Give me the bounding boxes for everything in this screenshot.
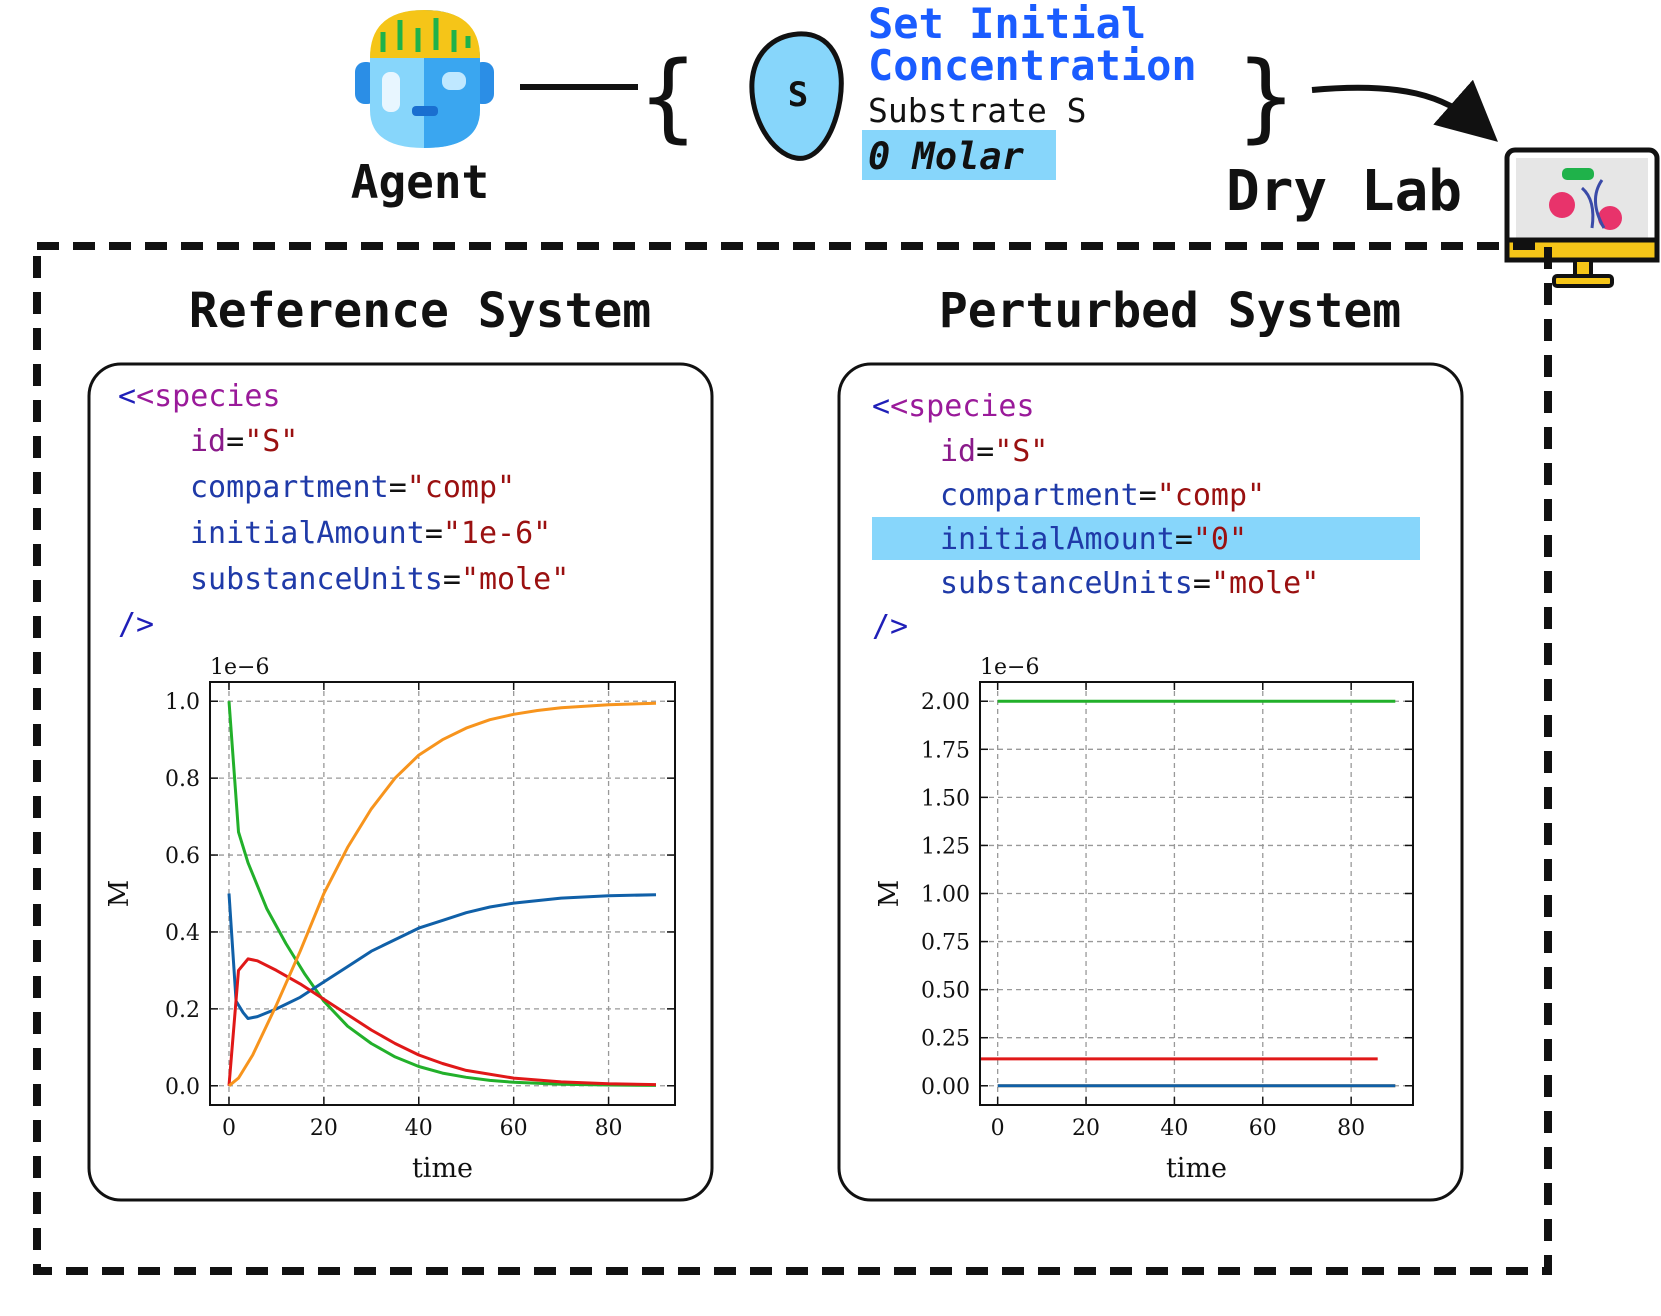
xml-open-tag: <<species bbox=[872, 389, 1035, 424]
xml-units-line: substanceUnits="mole" bbox=[190, 562, 569, 597]
xml-close-tag: /> bbox=[872, 609, 908, 644]
x-axis-label: time bbox=[412, 1153, 473, 1184]
xml-amount-line: initialAmount="1e-6" bbox=[190, 516, 551, 551]
y-tick-label: 1.0 bbox=[165, 690, 200, 715]
xml-close-tag: /> bbox=[118, 607, 154, 642]
reference-chart: 0 20 40 60 80 0.0 0.2 0.4 0.6 0.8 1.0 1e−6 time M bbox=[104, 655, 676, 1184]
perturbed-code-block: <<species id="S" compartment="comp" init… bbox=[872, 389, 1319, 644]
xml-compartment-line: compartment="comp" bbox=[190, 470, 515, 505]
x-tick-label: 40 bbox=[1160, 1116, 1188, 1141]
xml-attr-amount: initialAmount bbox=[190, 516, 425, 551]
xml-compartment-line: compartment="comp" bbox=[940, 478, 1265, 513]
xml-id-line: id="S" bbox=[190, 424, 298, 459]
series-line bbox=[227, 701, 657, 1087]
dry-lab-label: Dry Lab bbox=[1226, 159, 1462, 224]
xml-id-line: id="S" bbox=[940, 434, 1048, 469]
x-tick-label: 80 bbox=[595, 1116, 623, 1141]
y-tick-label: 1.75 bbox=[921, 738, 970, 763]
xml-value-amount: "0" bbox=[1193, 522, 1247, 557]
x-tick-label: 60 bbox=[1249, 1116, 1277, 1141]
y-tick-label: 0.8 bbox=[165, 767, 200, 792]
y-axis-label: M bbox=[874, 880, 905, 908]
offset-text: 1e−6 bbox=[210, 655, 269, 680]
xml-attr-units: substanceUnits bbox=[190, 562, 443, 597]
series-line bbox=[228, 701, 657, 1087]
y-tick-label: 0.00 bbox=[921, 1075, 970, 1100]
new-value: 0 Molar bbox=[868, 135, 1025, 178]
dry-lab-computer-icon bbox=[1504, 147, 1660, 288]
perturbed-system-title: Perturbed System bbox=[939, 283, 1401, 339]
agent-label: Agent bbox=[351, 155, 489, 209]
curved-arrow bbox=[1311, 79, 1498, 142]
y-tick-label: 1.00 bbox=[921, 883, 970, 908]
xml-attr-id: id bbox=[190, 424, 226, 459]
series-line bbox=[227, 957, 657, 1087]
changed-line-highlight bbox=[872, 517, 1420, 560]
action-title-line2: Concentration bbox=[868, 41, 1197, 90]
species-badge: S bbox=[788, 75, 808, 115]
xml-value-amount: "1e-6" bbox=[443, 516, 551, 551]
x-tick-label: 0 bbox=[991, 1116, 1005, 1141]
y-axis-label: M bbox=[104, 880, 135, 908]
xml-tag-name: <species bbox=[136, 379, 281, 414]
y-tick-label: 0.2 bbox=[165, 998, 200, 1023]
agent-robot-icon bbox=[355, 10, 494, 148]
open-brace: { bbox=[639, 41, 697, 153]
series-line bbox=[227, 893, 657, 1020]
xml-attr-units: substanceUnits bbox=[940, 566, 1193, 601]
y-tick-label: 1.50 bbox=[921, 786, 970, 811]
xml-value-id: "S" bbox=[994, 434, 1048, 469]
x-tick-label: 40 bbox=[405, 1116, 433, 1141]
x-tick-label: 80 bbox=[1337, 1116, 1365, 1141]
xml-tag-name: <species bbox=[890, 389, 1035, 424]
new-value-highlight bbox=[862, 130, 1056, 180]
xml-attr-id: id bbox=[940, 434, 976, 469]
xml-value-compartment: "comp" bbox=[1157, 478, 1265, 513]
y-tick-label: 2.00 bbox=[921, 690, 970, 715]
xml-amount-line: initialAmount="0" bbox=[940, 522, 1247, 557]
xml-attr-compartment: compartment bbox=[190, 470, 389, 505]
perturbed-chart: 0 20 40 60 80 0.00 0.25 0.50 0.75 1.00 1.25 1.50 1.7… bbox=[874, 655, 1414, 1184]
y-tick-label: 0.25 bbox=[921, 1027, 970, 1052]
xml-value-id: "S" bbox=[244, 424, 298, 459]
reference-panel bbox=[87, 362, 714, 1202]
systems-container bbox=[33, 242, 1552, 1275]
xml-value-units: "mole" bbox=[461, 562, 569, 597]
x-tick-label: 60 bbox=[500, 1116, 528, 1141]
y-tick-label: 0.6 bbox=[165, 844, 200, 869]
x-axis-label: time bbox=[1166, 1153, 1227, 1184]
x-tick-label: 0 bbox=[222, 1116, 236, 1141]
x-tick-label: 20 bbox=[1072, 1116, 1100, 1141]
xml-attr-amount: initialAmount bbox=[940, 522, 1175, 557]
x-tick-label: 20 bbox=[310, 1116, 338, 1141]
xml-value-units: "mole" bbox=[1211, 566, 1319, 601]
close-brace: } bbox=[1237, 41, 1295, 153]
xml-attr-compartment: compartment bbox=[940, 478, 1139, 513]
perturbed-panel bbox=[837, 362, 1464, 1202]
offset-text: 1e−6 bbox=[980, 655, 1039, 680]
y-tick-label: 1.25 bbox=[921, 834, 970, 859]
xml-open-tag: <<species bbox=[118, 379, 281, 414]
y-tick-label: 0.75 bbox=[921, 931, 970, 956]
species-blob-icon bbox=[749, 31, 844, 161]
action-title-line1: Set Initial bbox=[868, 0, 1146, 48]
reference-code-block: <<species id="S" compartment="comp" init… bbox=[118, 379, 569, 642]
xml-value-compartment: "comp" bbox=[407, 470, 515, 505]
xml-units-line: substanceUnits="mole" bbox=[940, 566, 1319, 601]
y-tick-label: 0.4 bbox=[165, 921, 200, 946]
y-tick-label: 0.50 bbox=[921, 979, 970, 1004]
target-species: Substrate S bbox=[868, 91, 1087, 130]
reference-system-title: Reference System bbox=[189, 283, 651, 339]
plot-frame bbox=[209, 681, 676, 1106]
y-tick-label: 0.0 bbox=[165, 1075, 200, 1100]
